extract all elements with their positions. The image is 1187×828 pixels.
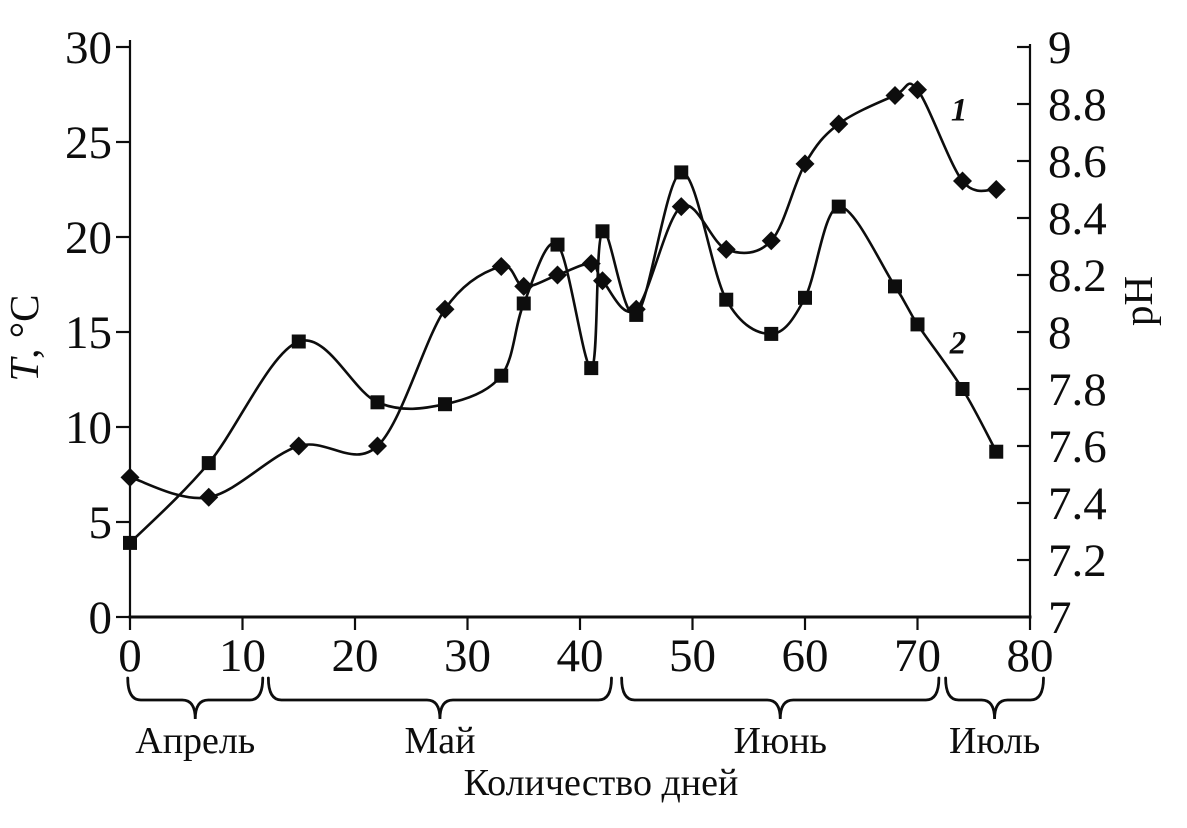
x-tick-label: 60: [782, 630, 829, 682]
month-label-2: Июнь: [734, 720, 828, 762]
month-label-3: Июль: [949, 720, 1040, 762]
series-1-marker-diamond: [829, 114, 849, 134]
series-1-marker-diamond: [716, 239, 736, 259]
series-2-marker-square: [438, 397, 452, 412]
series-2-marker-square: [674, 165, 689, 180]
left-tick-label: 20: [65, 212, 112, 264]
right-tick-label: 8: [1048, 307, 1072, 359]
x-tick-label: 10: [219, 630, 266, 682]
series-2-curve-label: 2: [949, 325, 967, 361]
month-label-0: Апрель: [135, 720, 255, 762]
series-2-marker-square: [494, 368, 509, 383]
left-tick-label: 25: [65, 117, 112, 169]
series-2-marker-square: [550, 237, 565, 252]
series-2-marker-square: [888, 279, 902, 294]
series-1-marker-diamond: [581, 254, 601, 274]
right-tick-label: 7.8: [1048, 364, 1107, 416]
series-2-marker-square: [291, 334, 306, 349]
series-1-marker-diamond: [885, 85, 905, 105]
x-tick-label: 40: [557, 630, 604, 682]
series-2-marker-square: [831, 199, 846, 214]
month-label-1: Май: [404, 720, 475, 762]
series-1-curve: [128, 82, 998, 500]
series-2-marker-square: [989, 444, 1004, 459]
series-2-marker-square: [629, 307, 644, 322]
series-1-marker-diamond: [908, 80, 927, 100]
series-1-marker-diamond: [491, 256, 511, 276]
right-tick-label: 8.8: [1048, 79, 1107, 131]
month-bracket-2: [620, 676, 941, 720]
x-tick-label: 0: [118, 630, 142, 682]
series-2-marker-square: [201, 456, 216, 471]
series-1-marker-diamond: [761, 231, 781, 251]
left-tick-label: 5: [89, 497, 113, 549]
x-axis-title: Количество дней: [464, 762, 739, 804]
series-1-marker-diamond: [986, 180, 1006, 199]
series-1-marker-diamond: [120, 467, 140, 487]
series-1-marker-diamond: [671, 197, 691, 217]
series-1-marker-diamond: [593, 271, 612, 291]
series-1-marker-diamond: [289, 436, 309, 456]
series-1-marker-diamond: [435, 299, 455, 319]
series-2-marker-square: [955, 382, 970, 396]
series-2-marker-square: [595, 224, 610, 239]
series-2-marker-square: [584, 361, 599, 376]
right-axis-title: pH: [1115, 276, 1161, 326]
series-2-marker-square: [370, 395, 385, 410]
series-1-marker-diamond: [199, 487, 219, 507]
left-tick-label: 10: [65, 402, 112, 454]
x-tick-label: 20: [332, 630, 379, 682]
series-1-marker-diamond: [953, 171, 972, 191]
left-tick-label: 15: [65, 307, 112, 359]
right-tick-label: 8.4: [1048, 193, 1107, 245]
right-tick-label: 7: [1048, 592, 1072, 644]
series-1-marker-diamond: [368, 436, 387, 456]
right-tick-label: 9: [1048, 22, 1072, 74]
series-2-marker-square: [719, 292, 734, 307]
right-tick-label: 8.6: [1048, 136, 1107, 188]
series-1-marker-diamond: [548, 265, 567, 285]
left-tick-label: 30: [65, 22, 112, 74]
x-tick-label: 50: [669, 630, 716, 682]
series-2-marker-square: [798, 290, 812, 305]
series-1-marker-diamond: [795, 154, 815, 174]
left-axis-title: T, °C: [1, 294, 47, 381]
series-2-marker-square: [910, 317, 925, 332]
month-bracket-0: [126, 676, 265, 720]
right-tick-label: 7.4: [1048, 478, 1107, 530]
right-tick-label: 8.2: [1048, 250, 1107, 302]
series-2-marker-square: [123, 535, 137, 550]
right-tick-label: 7.6: [1048, 421, 1107, 473]
x-tick-label: 30: [444, 630, 491, 682]
left-tick-label: 0: [89, 592, 113, 644]
month-bracket-3: [944, 676, 1045, 720]
right-tick-label: 7.2: [1048, 535, 1107, 587]
x-tick-label: 80: [1007, 630, 1054, 682]
series-2-marker-square: [516, 296, 531, 311]
x-tick-label: 70: [894, 630, 941, 682]
series-2-curve: [128, 171, 998, 545]
month-bracket-1: [266, 676, 613, 720]
series-2-marker-square: [764, 326, 779, 341]
series-1-curve-label: 1: [951, 93, 968, 129]
